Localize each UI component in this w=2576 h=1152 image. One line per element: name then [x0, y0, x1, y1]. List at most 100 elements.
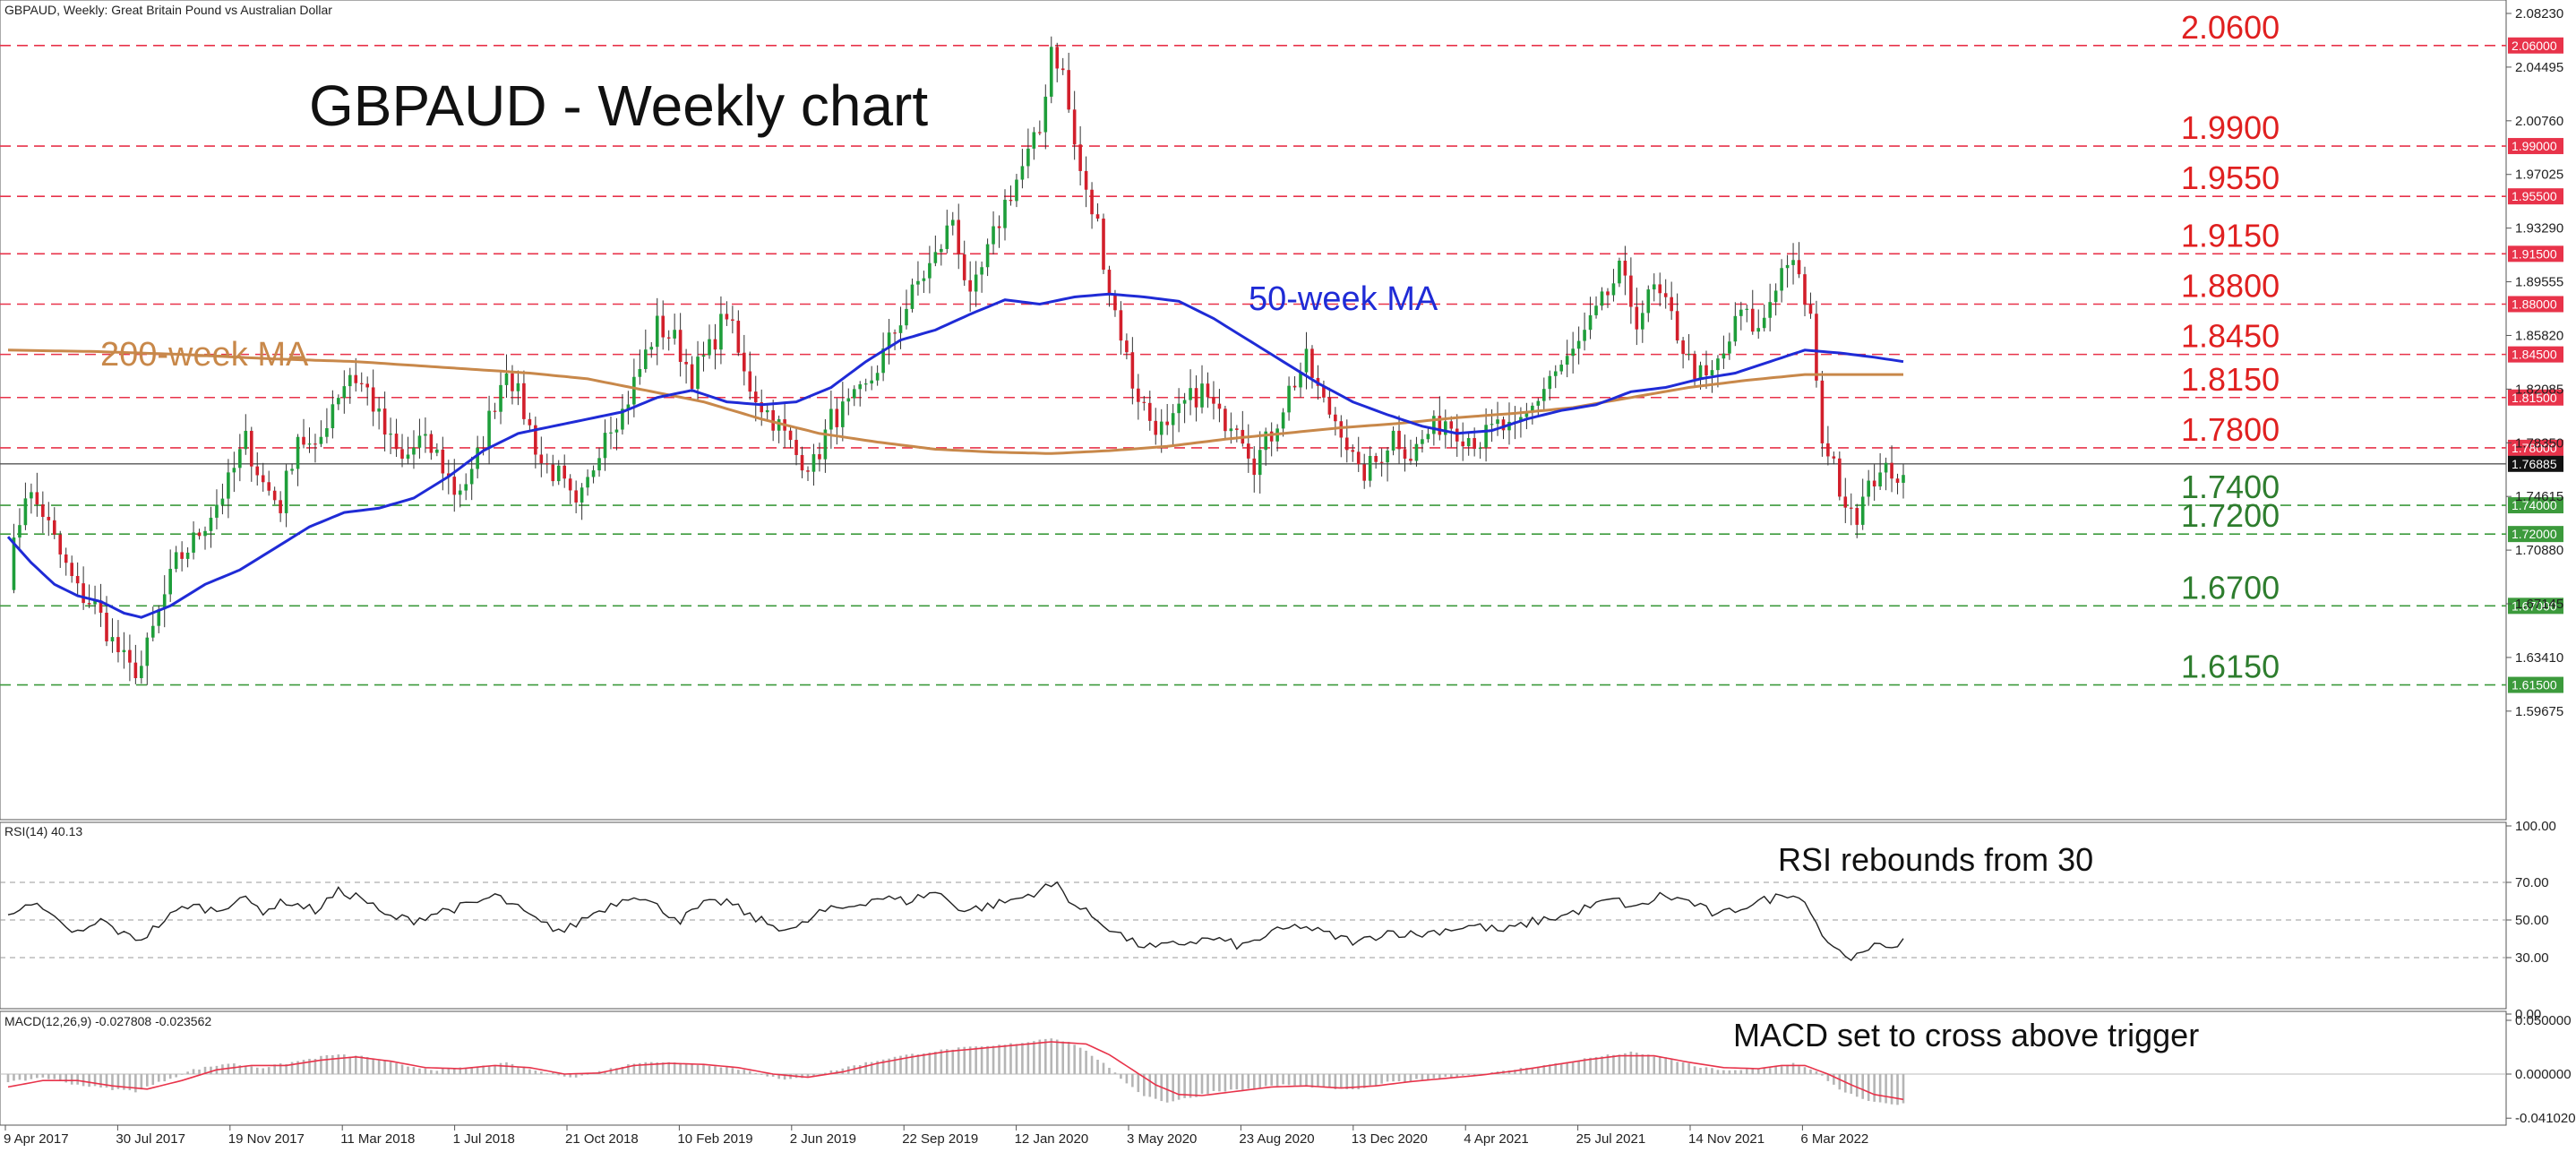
level-box [2508, 497, 2563, 514]
macd-bar [24, 1074, 27, 1081]
candle-body [1142, 401, 1146, 403]
macd-bar [1751, 1069, 1755, 1074]
macd-bar [656, 1062, 659, 1074]
candle-body [133, 662, 138, 679]
macd-bar [1421, 1074, 1424, 1080]
candle-body [58, 534, 63, 555]
level-box-label: 2.06000 [2512, 39, 2557, 53]
candle-body [116, 637, 120, 653]
macd-bar [377, 1059, 381, 1074]
candle-body [1670, 297, 1673, 312]
candle-body [1652, 284, 1656, 290]
macd-bar [168, 1074, 172, 1079]
candle-body [638, 368, 642, 377]
level-label: 1.7400 [2181, 469, 2280, 505]
candle-body [1583, 330, 1586, 341]
candle-body [18, 525, 21, 538]
macd-bar [1885, 1074, 1887, 1104]
macd-bar [151, 1074, 155, 1086]
candle-body [1606, 291, 1610, 296]
macd-bar [1704, 1067, 1708, 1074]
macd-bar [1734, 1070, 1737, 1074]
macd-bar [1780, 1066, 1783, 1074]
macd-bar [1200, 1074, 1204, 1095]
macd-bar [1449, 1074, 1453, 1078]
candle-body [1003, 200, 1007, 228]
macd-bar [551, 1072, 554, 1074]
macd-bar [175, 1074, 177, 1078]
candle-body [1356, 451, 1361, 465]
macd-tick-label: 0.000000 [2515, 1067, 2572, 1082]
candle-body [1733, 315, 1738, 342]
candle-body [534, 425, 537, 455]
macd-bar [1756, 1068, 1760, 1074]
candle-body [1095, 214, 1100, 219]
candle-body [1675, 311, 1679, 341]
level-box-label: 1.72000 [2512, 527, 2557, 541]
candle-body [974, 274, 978, 292]
macd-bar [726, 1067, 728, 1074]
candle-body [1310, 348, 1314, 378]
date-tick-label: 23 Aug 2020 [1239, 1131, 1314, 1147]
macd-bar [18, 1074, 21, 1080]
macd-bar [1340, 1074, 1343, 1088]
candle-body [1130, 352, 1135, 389]
macd-bar [911, 1053, 914, 1074]
macd-bar [1409, 1074, 1413, 1081]
candle-body [881, 348, 885, 374]
candle-body [1501, 419, 1506, 431]
candle-body [1687, 354, 1691, 356]
macd-bar [1137, 1074, 1140, 1093]
candle-body [365, 383, 369, 388]
axes: 2.08230 2.04495 2.00760 1.97025 1.93290 1.895… [4, 6, 2576, 1147]
candle-body [591, 470, 596, 477]
candle-body [1826, 443, 1830, 457]
candle-body [1368, 455, 1372, 481]
candle-body [626, 404, 631, 409]
price-tick-label: 1.59675 [2515, 704, 2563, 719]
macd-bar [1861, 1074, 1865, 1099]
candle-body [632, 376, 636, 405]
macd-bar [714, 1066, 717, 1074]
level-box [2508, 346, 2563, 363]
candle-body [1235, 428, 1239, 430]
candle-body [690, 364, 694, 390]
candle-body [1716, 358, 1720, 371]
candle-body [980, 267, 983, 275]
macd-bar [320, 1055, 322, 1074]
price-tick-label: 1.70880 [2515, 543, 2563, 558]
macd-bar [1867, 1074, 1870, 1102]
candle-body [701, 355, 706, 357]
macd-bar [574, 1074, 578, 1078]
ma200-label: 200-week MA [100, 336, 309, 374]
candle-body [284, 470, 288, 513]
macd-bar [864, 1062, 868, 1074]
candle-body [1663, 293, 1668, 297]
candle-body [99, 600, 103, 613]
candle-body [1362, 464, 1367, 481]
candle-body [325, 428, 329, 437]
macd-bar [140, 1074, 143, 1090]
candle-body [1762, 317, 1766, 329]
candle-body [110, 637, 115, 641]
macd-bar [708, 1065, 711, 1074]
candle-body [1496, 419, 1499, 425]
candle-body [708, 339, 711, 356]
macd-bar [812, 1074, 815, 1076]
candle-body [377, 408, 381, 412]
macd-bar [945, 1049, 949, 1074]
price-tick-label: 1.93290 [2515, 221, 2563, 236]
macd-bar [673, 1062, 676, 1074]
macd-bar [1525, 1068, 1528, 1074]
price-tick-label: 1.78350 [2515, 435, 2563, 451]
candle-body [962, 254, 966, 280]
candle-body [1269, 431, 1274, 442]
macd-bar [1033, 1041, 1035, 1074]
macd-bar [372, 1058, 374, 1074]
candle-body [841, 401, 845, 427]
macd-bar [1768, 1068, 1772, 1074]
macd-bar [1774, 1066, 1777, 1074]
macd-bar [928, 1052, 932, 1074]
candle-body [580, 487, 584, 503]
candle-body [1137, 388, 1140, 402]
